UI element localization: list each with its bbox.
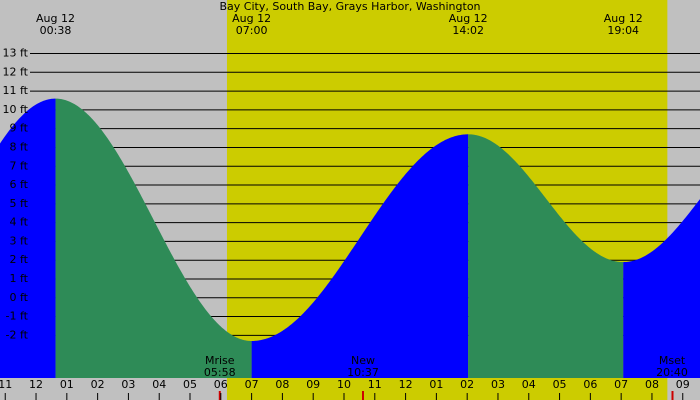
y-tick-label: 13 ft <box>3 47 29 60</box>
y-tick-label: 8 ft <box>10 140 29 153</box>
x-tick-label: 02 <box>91 378 105 391</box>
x-tick-label: 04 <box>152 378 166 391</box>
tide-date: Aug 12 <box>232 12 271 25</box>
tide-time: 19:04 <box>607 24 639 37</box>
tide-time: 14:02 <box>452 24 484 37</box>
chart-title: Bay City, South Bay, Grays Harbor, Washi… <box>219 0 480 13</box>
x-tick-label: 11 <box>0 378 12 391</box>
x-tick-label: 06 <box>583 378 597 391</box>
x-tick-label: 03 <box>121 378 135 391</box>
falling-tide <box>55 98 252 379</box>
moon-event-name: Mset <box>659 354 686 367</box>
x-tick-label: 12 <box>399 378 413 391</box>
rising-tide <box>0 98 56 379</box>
x-tick-label: 12 <box>29 378 43 391</box>
moon-event-time: 20:40 <box>656 366 688 379</box>
tide-date: Aug 12 <box>449 12 488 25</box>
x-tick-label: 01 <box>429 378 443 391</box>
x-tick-label: 11 <box>368 378 382 391</box>
x-tick-label: 03 <box>491 378 505 391</box>
y-tick-label: 9 ft <box>10 122 29 135</box>
y-tick-label: 11 ft <box>3 84 29 97</box>
x-tick-label: 08 <box>275 378 289 391</box>
falling-tide <box>468 134 624 378</box>
moon-event-name: Mrise <box>205 354 235 367</box>
rising-tide <box>251 134 469 378</box>
y-tick-label: -1 ft <box>6 310 29 323</box>
tide-date: Aug 12 <box>604 12 643 25</box>
tide-time: 07:00 <box>236 24 268 37</box>
x-tick-label: 06 <box>214 378 228 391</box>
x-tick-label: 08 <box>645 378 659 391</box>
y-tick-label: -2 ft <box>6 328 29 341</box>
x-tick-label: 04 <box>522 378 536 391</box>
x-tick-label: 09 <box>676 378 690 391</box>
y-tick-label: 7 ft <box>10 159 29 172</box>
y-tick-label: 1 ft <box>10 272 29 285</box>
x-tick-label: 10 <box>337 378 351 391</box>
x-tick-label: 01 <box>60 378 74 391</box>
x-tick-label: 07 <box>245 378 259 391</box>
x-tick-label: 09 <box>306 378 320 391</box>
x-tick-label: 05 <box>183 378 197 391</box>
y-tick-label: 10 ft <box>3 103 29 116</box>
moon-event-time: 10:37 <box>347 366 379 379</box>
x-tick-label: 05 <box>553 378 567 391</box>
y-tick-label: 2 ft <box>10 253 29 266</box>
y-tick-label: 6 ft <box>10 178 29 191</box>
tide-date: Aug 12 <box>36 12 75 25</box>
tide-time: 00:38 <box>40 24 72 37</box>
y-tick-label: 4 ft <box>10 216 29 229</box>
y-tick-label: 12 ft <box>3 65 29 78</box>
x-tick-label: 02 <box>460 378 474 391</box>
moon-event-name: New <box>351 354 375 367</box>
moon-event-time: 05:58 <box>204 366 236 379</box>
y-tick-label: 5 ft <box>10 197 29 210</box>
rising-tide <box>623 199 700 378</box>
x-tick-label: 07 <box>614 378 628 391</box>
y-tick-label: 0 ft <box>10 291 29 304</box>
y-tick-label: 3 ft <box>10 234 29 247</box>
